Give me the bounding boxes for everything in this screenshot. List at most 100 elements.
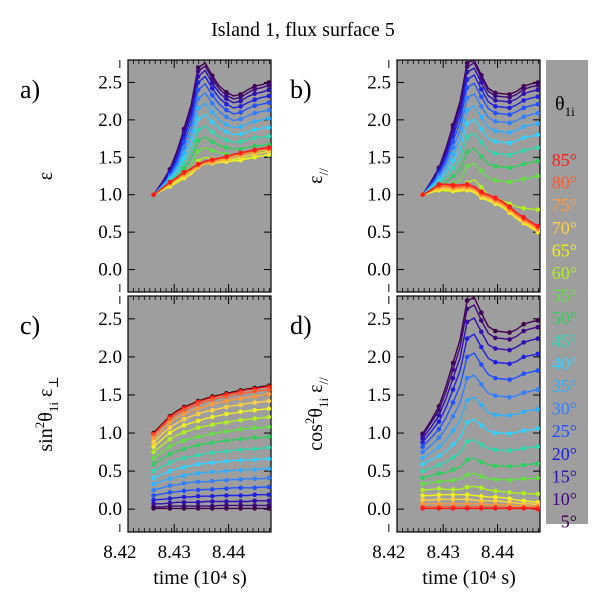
panel-label-d: d): [290, 311, 312, 340]
series-point-c: [210, 487, 215, 492]
series-point-c: [151, 481, 156, 487]
series-point-c: [266, 506, 271, 511]
series-point-d: [450, 487, 456, 492]
series-point-b: [493, 104, 498, 109]
series-point-d: [479, 329, 484, 335]
series-point-d: [450, 455, 456, 460]
series-point-b: [464, 85, 470, 90]
series-point-d: [493, 506, 498, 511]
series-point-a: [210, 129, 215, 135]
series-point-b: [464, 69, 470, 75]
series-point-a: [252, 135, 257, 141]
series-point-c: [238, 391, 243, 396]
series-point-c: [181, 417, 187, 422]
series-point-d: [420, 449, 425, 455]
series-point-c: [181, 430, 187, 435]
series-point-c: [224, 449, 229, 454]
series-point-d: [420, 439, 425, 445]
series-point-c: [266, 484, 271, 490]
series-point-b: [521, 86, 526, 92]
series-point-a: [224, 96, 229, 102]
series-point-c: [195, 434, 201, 440]
series-point-b: [507, 152, 512, 158]
series-point-c: [238, 468, 243, 473]
y-tick-label-b: 0.0: [367, 260, 391, 281]
series-point-c: [266, 434, 271, 440]
series-point-b: [521, 124, 526, 129]
series-point-d: [507, 490, 512, 495]
series-point-d: [436, 462, 442, 468]
y-tick-label-b: 1.0: [367, 185, 391, 206]
series-point-c: [238, 493, 243, 498]
series-point-b: [450, 158, 456, 164]
series-point-a: [266, 125, 271, 130]
series-point-c: [210, 440, 215, 446]
series-point-b: [464, 134, 470, 140]
series-point-b: [507, 105, 512, 111]
series-point-d: [521, 371, 526, 377]
series-point-b: [535, 87, 540, 93]
series-point-c: [224, 404, 229, 410]
series-point-c: [238, 485, 243, 491]
series-point-a: [224, 154, 229, 159]
series-point-d: [436, 492, 442, 498]
series-point-b: [493, 139, 498, 144]
series-point-d: [464, 375, 470, 381]
series-point-d: [521, 409, 526, 415]
series-point-b: [464, 181, 470, 187]
series-point-a: [210, 148, 215, 153]
series-point-c: [210, 478, 215, 484]
series-point-c: [266, 492, 271, 497]
series-point-a: [266, 134, 271, 139]
panel-c: c) sin2θ1i ε⊥ 0.0 0.5 1.0 1.5 2.0 2.5 8.42 8.43…: [20, 295, 272, 589]
series-point-c: [224, 468, 229, 474]
figure-title: Island 1, flux surface 5: [211, 19, 395, 41]
series-point-d: [493, 359, 498, 365]
series-point-d: [479, 362, 484, 367]
series-point-d: [436, 453, 442, 459]
series-point-d: [535, 387, 540, 392]
y-tick-label-c: 1.5: [98, 385, 122, 406]
series-point-c: [195, 406, 201, 412]
series-point-b: [479, 189, 484, 194]
series-point-d: [521, 490, 526, 496]
series-point-d: [507, 506, 512, 511]
series-point-d: [479, 382, 484, 387]
series-point-a: [195, 74, 201, 79]
legend-item: 25°: [552, 421, 577, 441]
series-point-d: [464, 319, 470, 325]
legend-item: 10°: [552, 489, 577, 509]
series-point-d: [535, 461, 540, 466]
series-point-b: [521, 148, 526, 153]
series-point-d: [479, 402, 484, 408]
series-point-a: [210, 119, 215, 125]
series-point-d: [507, 477, 512, 483]
series-point-c: [210, 414, 215, 420]
series-point-d: [464, 506, 470, 511]
legend-item: 45°: [552, 331, 577, 351]
series-point-b: [535, 101, 540, 107]
series-point-c: [151, 455, 156, 461]
series-point-d: [535, 444, 540, 449]
legend: θ1i 85° 80°75° 70°65° 60° 55°50° 45°40° 35° 30°…: [546, 60, 588, 532]
series-point-d: [450, 477, 456, 483]
y-tick-label-d: 1.5: [367, 385, 391, 406]
series-point-c: [151, 449, 156, 455]
series-point-d: [450, 442, 456, 447]
series-point-d: [436, 486, 442, 491]
series-point-b: [493, 164, 498, 169]
series-point-c: [151, 497, 156, 503]
series-point-b: [479, 86, 484, 92]
series-point-b: [521, 98, 526, 103]
panel-label-a: a): [20, 75, 40, 104]
plot-area-b: [396, 59, 541, 293]
series-point-c: [224, 477, 229, 483]
series-point-c: [252, 425, 257, 431]
series-point-c: [238, 458, 243, 463]
legend-title: θ1i: [555, 93, 575, 119]
series-point-c: [238, 396, 243, 402]
series-point-c: [195, 401, 201, 407]
series-point-b: [521, 161, 526, 167]
series-point-c: [266, 398, 271, 404]
series-point-b: [535, 223, 540, 229]
